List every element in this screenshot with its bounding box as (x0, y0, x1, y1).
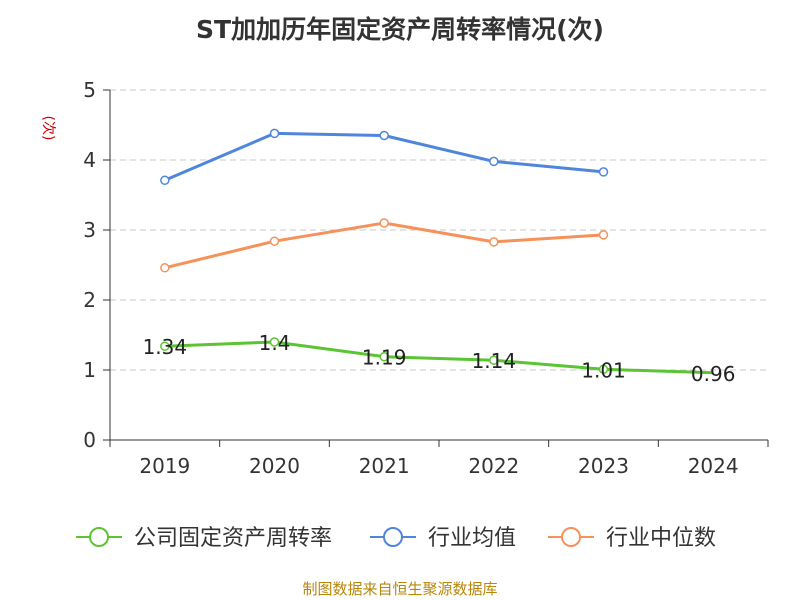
series-0-point-2020 (269, 337, 280, 347)
chart-title: ST加加历年固定资产周转率情况(次) (196, 15, 604, 44)
data-label-2019: 1.34 (143, 335, 188, 359)
data-label-2024: 0.96 (691, 362, 736, 386)
series-1-point-2020 (269, 128, 280, 139)
x-tick-label-2020: 2020 (249, 454, 300, 478)
y-tick-label-5: 5 (83, 78, 96, 102)
y-tick-label-4: 4 (83, 148, 96, 172)
series-2-point-2020 (269, 236, 280, 246)
legend-label-0: 公司固定资产周转率 (134, 526, 332, 551)
grid-lines (110, 89, 768, 371)
data-label-2020: 1.4 (259, 331, 291, 355)
series-1-point-2021 (379, 130, 389, 141)
data-label-2022: 1.14 (472, 349, 517, 373)
series-2-point-2023 (598, 230, 609, 240)
y-tick-label-3: 3 (83, 218, 96, 242)
series-line-0 (164, 340, 714, 375)
data-label-2023: 1.01 (581, 358, 626, 382)
series-lines (160, 128, 714, 375)
x-tick-label-2024: 2024 (688, 454, 739, 478)
legend-label-1: 行业均值 (428, 526, 516, 551)
y-tick-label-2: 2 (83, 288, 96, 312)
series-1-point-2019 (160, 175, 170, 186)
legend-label-2: 行业中位数 (606, 526, 716, 551)
series-2-point-2019 (160, 263, 170, 273)
data-label-2021: 1.19 (362, 346, 407, 370)
y-axis-label: (次) (40, 116, 56, 141)
x-tick-label-2019: 2019 (139, 454, 190, 478)
series-line-1 (164, 131, 604, 182)
series-2-point-2021 (379, 218, 389, 228)
legend-item-0[interactable]: 公司固定资产周转率 (76, 526, 332, 551)
legend[interactable]: 公司固定资产周转率 行业均值 行业中位数 (76, 526, 716, 551)
legend-marker-0 (89, 527, 109, 547)
axes: 0 1 2 3 4 5 2019 2020 2021 2022 2023 2024 (83, 78, 769, 478)
legend-item-1[interactable]: 行业均值 (370, 526, 516, 551)
legend-marker-1 (383, 527, 403, 547)
x-tick-label-2021: 2021 (359, 454, 410, 478)
series-0-point-2022 (489, 355, 499, 365)
series-0-point-2019 (160, 341, 170, 351)
data-labels: 1.34 1.4 1.19 1.14 1.01 0.96 (143, 331, 736, 386)
legend-item-2[interactable]: 行业中位数 (548, 526, 716, 551)
data-source-note: 制图数据来自恒生聚源数据库 (302, 580, 498, 598)
x-tick-label-2022: 2022 (468, 454, 519, 478)
y-tick-label-1: 1 (83, 358, 96, 382)
series-1-point-2023 (598, 167, 609, 177)
x-tick-label-2023: 2023 (578, 454, 629, 478)
series-1-point-2022 (489, 156, 499, 167)
series-2-point-2022 (489, 237, 499, 247)
series-0-point-2023 (598, 364, 609, 375)
y-tick-label-0: 0 (83, 428, 96, 452)
legend-marker-2 (561, 527, 581, 547)
series-0-point-2021 (379, 351, 389, 362)
